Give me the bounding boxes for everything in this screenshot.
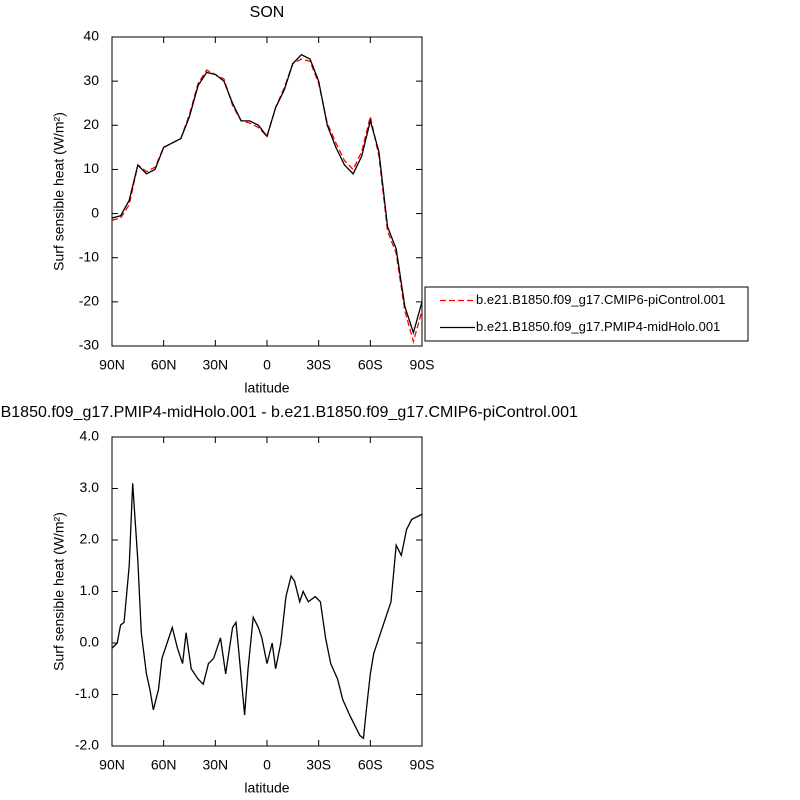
chart-title: SON	[250, 4, 285, 21]
data-line	[111, 483, 423, 740]
x-tick-label: 60S	[358, 757, 383, 773]
legend-label: b.e21.B1850.f09_g17.CMIP6-piControl.001	[476, 292, 725, 307]
chart-title: b.e21.B1850.f09_g17.PMIP4-midHolo.001 - …	[0, 404, 578, 421]
x-tick-label: 0	[263, 757, 271, 773]
plot-frame	[111, 36, 423, 347]
y-tick-label: -2.0	[75, 737, 99, 753]
y-tick-label: -20	[79, 293, 99, 309]
y-axis-label: Surf sensible heat (W/m²)	[51, 512, 67, 671]
x-tick-label: 60N	[151, 357, 177, 373]
y-tick-label: 2.0	[80, 531, 100, 547]
legend-box	[424, 286, 749, 342]
x-tick-label: 30N	[202, 757, 228, 773]
x-tick-label: 0	[263, 357, 271, 373]
y-tick-label: -10	[79, 248, 99, 264]
y-tick-label: 20	[83, 116, 99, 132]
y-tick-label: 0.0	[80, 634, 100, 650]
y-tick-label: 0	[91, 204, 99, 220]
y-tick-label: 3.0	[80, 479, 100, 495]
y-tick-label: 30	[83, 72, 99, 88]
data-line	[111, 53, 423, 336]
x-tick-label: 30N	[202, 357, 228, 373]
y-tick-label: 4.0	[80, 428, 100, 444]
y-tick-label: -30	[79, 337, 99, 353]
x-axis-label: latitude	[244, 780, 289, 796]
x-tick-label: 90N	[99, 757, 125, 773]
x-axis-label: latitude	[244, 380, 289, 396]
x-tick-label: 60S	[358, 357, 383, 373]
y-tick-label: 10	[83, 160, 99, 176]
plot-frame	[111, 436, 423, 747]
x-tick-label: 60N	[151, 757, 177, 773]
x-tick-label: 30S	[306, 757, 331, 773]
y-tick-label: -1.0	[75, 685, 99, 701]
y-tick-label: 40	[83, 28, 99, 44]
y-tick-label: 1.0	[80, 582, 100, 598]
y-axis-label: Surf sensible heat (W/m²)	[51, 112, 67, 271]
x-tick-label: 90S	[410, 357, 435, 373]
legend-label: b.e21.B1850.f09_g17.PMIP4-midHolo.001	[476, 319, 720, 334]
data-line	[111, 58, 423, 345]
x-tick-label: 90N	[99, 357, 125, 373]
x-tick-label: 30S	[306, 357, 331, 373]
x-tick-label: 90S	[410, 757, 435, 773]
